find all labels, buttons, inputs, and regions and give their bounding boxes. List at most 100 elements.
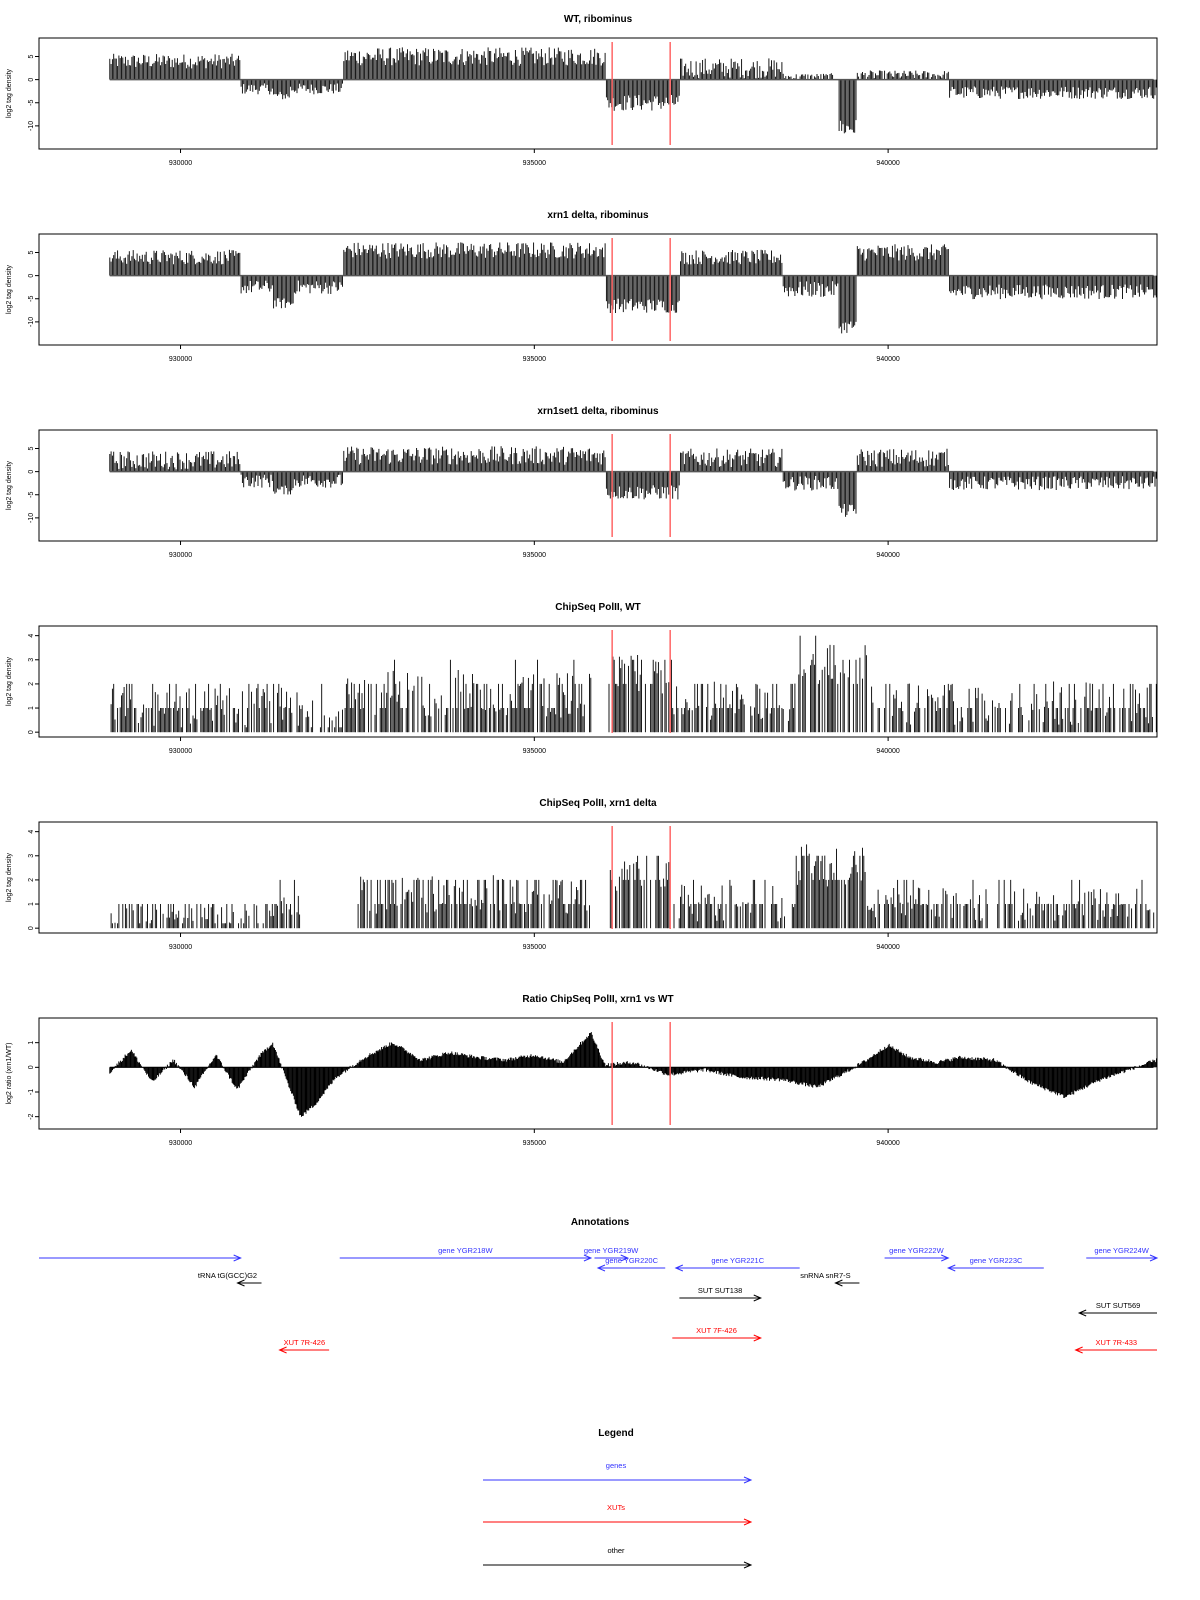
annotation-label: gene YGR223C: [970, 1256, 1023, 1265]
legend-arrow: [483, 1476, 753, 1484]
annotation-arrow: [39, 1254, 242, 1262]
plot-frame: [38, 1017, 1158, 1130]
x-tick-label: 930000: [169, 552, 192, 559]
data-marks: [109, 242, 1157, 334]
y-tick-label: 0: [28, 274, 35, 278]
chart-panel-2: xrn1 delta, ribominus log2 tag density -10…: [6, 210, 1158, 363]
annotation-arrow: [674, 1264, 800, 1272]
arrow-head: [233, 1254, 242, 1262]
y-tick-label: 2: [28, 682, 35, 686]
arrow-head: [583, 1254, 593, 1262]
annotation-label: XUT 7F-426: [696, 1326, 737, 1335]
annotation-label: SUT SUT138: [698, 1286, 742, 1295]
chart-panel-5: ChipSeq PolII, xrn1 delta log2 tag densit…: [6, 798, 1158, 951]
arrow-head: [946, 1264, 956, 1272]
annotation-arrow: [1086, 1254, 1159, 1262]
arrow-head: [834, 1279, 843, 1287]
annotation-label: SUT SUT569: [1096, 1301, 1140, 1310]
y-tick-label: 5: [28, 54, 35, 58]
x-tick-label: 935000: [523, 748, 546, 755]
y-axis: 0 1 2 3 4: [28, 634, 39, 734]
annotation-xut-7f-426: XUT 7F-426: [672, 1326, 763, 1342]
y-tick-label: 3: [28, 658, 35, 662]
annotation-arrow: [596, 1264, 666, 1272]
y-tick-label: 1: [28, 902, 35, 906]
annotation-sut-sut138: SUT SUT138: [679, 1286, 763, 1302]
annotation-label: gene YGR221C: [711, 1256, 764, 1265]
annotation-label: snRNA snR7-S: [800, 1271, 850, 1280]
annotation-arrow: [672, 1334, 763, 1342]
x-tick-label: 940000: [876, 552, 899, 559]
annotation-arrow: [278, 1346, 330, 1354]
plot-frame: [38, 625, 1158, 738]
annotations-title: Annotations: [571, 1217, 630, 1228]
annotation-gene-ygr223c: gene YGR223C: [946, 1256, 1044, 1272]
x-tick-label: 940000: [876, 1140, 899, 1147]
y-axis-label: log2 tag density: [6, 264, 13, 314]
y-axis-label: log2 tag density: [6, 656, 13, 706]
x-axis: 930000 935000 940000: [169, 737, 900, 755]
arrow-head: [753, 1294, 763, 1302]
chart-title: ChipSeq PolII, xrn1 delta: [539, 798, 657, 809]
annotation-xut-7r-433: XUT 7R-433: [1074, 1338, 1157, 1354]
legend-label: genes: [606, 1461, 627, 1470]
y-axis: 0 1 2 3 4: [28, 830, 39, 930]
y-tick-label: 0: [28, 470, 35, 474]
annotation-label: gene YGR218W: [438, 1246, 493, 1255]
y-tick-label: -10: [28, 317, 35, 327]
data-marks: [110, 844, 1155, 929]
legend-item-genes: genes: [483, 1461, 753, 1484]
annotation-arrow: [1077, 1309, 1157, 1317]
arrow-head: [1074, 1346, 1083, 1354]
x-axis: 930000 935000 940000: [169, 1129, 900, 1147]
y-tick-label: -5: [28, 296, 35, 302]
annotation-arrow: [339, 1254, 593, 1262]
arrow-head: [236, 1279, 245, 1287]
annotation-gene-ygr218w: gene YGR218W: [339, 1246, 593, 1262]
y-axis: -10 -5 0 5: [28, 446, 39, 523]
y-tick-label: 1: [28, 1041, 35, 1045]
data-marks: [109, 1032, 1157, 1117]
annotation-arrow: [679, 1294, 763, 1302]
chart-title: xrn1 delta, ribominus: [547, 210, 649, 221]
y-axis: -10 -5 0 5: [28, 250, 39, 327]
chart-panel-1: WT, ribominus log2 tag density -10 -5 0 5 9300…: [6, 14, 1158, 167]
y-tick-label: 4: [28, 634, 35, 638]
y-tick-label: 1: [28, 706, 35, 710]
y-tick-label: 0: [28, 926, 35, 930]
chart-title: ChipSeq PolII, WT: [555, 602, 641, 613]
arrow-head: [596, 1264, 606, 1272]
y-tick-label: 0: [28, 730, 35, 734]
legend-label: other: [607, 1546, 625, 1555]
y-tick-label: -5: [28, 100, 35, 106]
x-tick-label: 935000: [523, 944, 546, 951]
y-tick-label: 5: [28, 250, 35, 254]
y-axis-label: log2 tag density: [6, 460, 13, 510]
x-tick-label: 935000: [523, 552, 546, 559]
annotation-gene-ygr221c: gene YGR221C: [674, 1256, 800, 1272]
x-tick-label: 935000: [523, 160, 546, 167]
annotation-label: XUT 7R-433: [1096, 1338, 1138, 1347]
legend-item-other: other: [483, 1546, 753, 1569]
annotation-snrna-snr7-s: snRNA snR7-S: [800, 1271, 860, 1287]
legend: Legend genes XUTs other: [483, 1428, 753, 1569]
arrow-head: [278, 1346, 287, 1354]
plot-frame: [38, 429, 1158, 542]
x-tick-label: 930000: [169, 944, 192, 951]
data-marks: [109, 446, 1157, 517]
annotation-arrow: [594, 1254, 629, 1262]
annotation-sut-sut569: SUT SUT569: [1077, 1301, 1157, 1317]
y-tick-label: 4: [28, 830, 35, 834]
legend-item-xuts: XUTs: [483, 1503, 753, 1526]
x-tick-label: 940000: [876, 160, 899, 167]
annotation-label: gene YGR219W: [584, 1246, 639, 1255]
annotation-gene-ygr222w: gene YGR222W: [884, 1246, 950, 1262]
arrow-head: [753, 1334, 763, 1342]
x-tick-label: 935000: [523, 1140, 546, 1147]
data-marks: [110, 635, 1157, 733]
x-tick-label: 940000: [876, 944, 899, 951]
arrow-head: [941, 1254, 950, 1262]
legend-label: XUTs: [607, 1503, 625, 1512]
y-tick-label: -5: [28, 492, 35, 498]
annotation-arrow: [946, 1264, 1044, 1272]
